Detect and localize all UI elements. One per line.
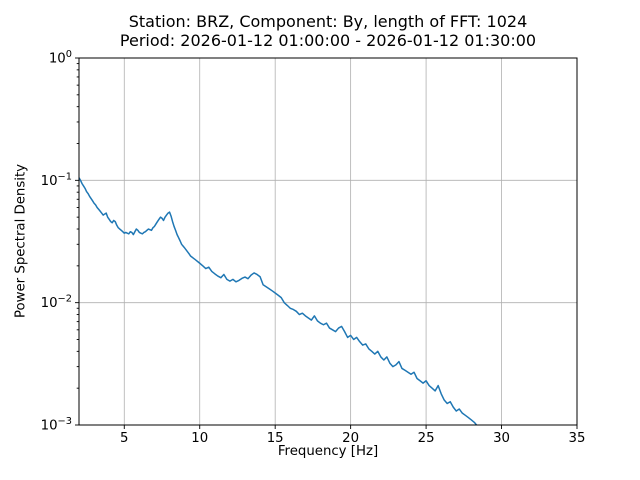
- x-tick-label: 20: [342, 431, 359, 446]
- y-tick-label: 100: [49, 49, 72, 67]
- chart-title-line-2: Period: 2026-01-12 01:00:00 - 2026-01-12…: [119, 31, 537, 50]
- x-tick-label: 35: [569, 431, 586, 446]
- plot-spines: [78, 57, 578, 426]
- x-axis-label: Frequency [Hz]: [277, 444, 379, 459]
- psd-line: [79, 177, 478, 425]
- x-tick-labels: 5 10 15 20 25 30 35: [120, 431, 585, 446]
- y-tick-labels: 100 10−1 10−2 10−3: [41, 49, 72, 434]
- chart-title: Station: BRZ, Component: By, length of F…: [79, 12, 577, 50]
- y-tick-label: 10−3: [41, 416, 72, 434]
- x-tick-label: 25: [418, 431, 435, 446]
- grid-lines: [79, 57, 578, 426]
- x-tick-label: 30: [493, 431, 510, 446]
- x-tick-label: 5: [120, 431, 128, 446]
- y-tick-label: 10−1: [41, 171, 72, 189]
- x-tick-label: 10: [191, 431, 208, 446]
- y-tick-label: 10−2: [41, 294, 72, 312]
- tick-marks: [75, 57, 578, 429]
- chart-title-line-1: Station: BRZ, Component: By, length of F…: [128, 12, 528, 31]
- x-tick-label: 15: [267, 431, 284, 446]
